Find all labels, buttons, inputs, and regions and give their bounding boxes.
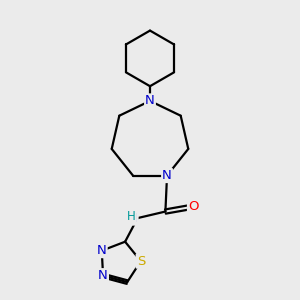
Text: N: N (162, 169, 172, 182)
Text: N: N (98, 269, 108, 282)
Text: S: S (136, 255, 145, 268)
Text: N: N (145, 94, 155, 107)
Text: N: N (97, 244, 106, 257)
Text: O: O (188, 200, 199, 213)
Text: N: N (128, 212, 138, 225)
Text: H: H (127, 210, 136, 223)
